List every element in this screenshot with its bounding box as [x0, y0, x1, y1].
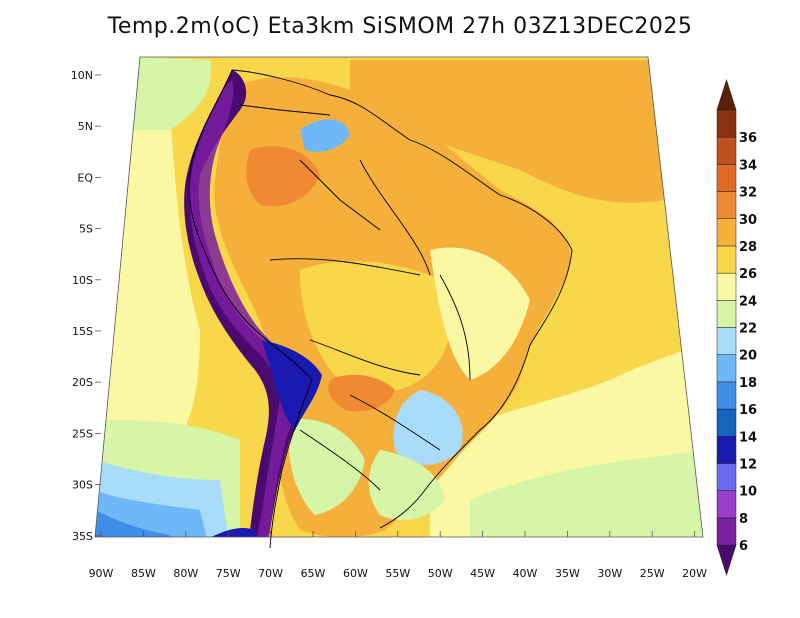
colorbar-label: 22: [739, 322, 757, 337]
colorbar-low-arrow: [716, 544, 737, 576]
colorbar-label: 28: [739, 240, 757, 255]
lat-tick-label: 25S: [72, 427, 93, 440]
colorbar-segment: [716, 408, 737, 437]
colorbar-label: 18: [739, 376, 757, 391]
lon-tick-label: 50W: [428, 567, 453, 580]
colorbar-segment: [716, 436, 737, 464]
colorbar-label: 8: [739, 512, 748, 527]
lon-tick-label: 80W: [173, 567, 198, 580]
lat-tick-label: 5N: [78, 120, 93, 133]
colorbar-segment: [716, 109, 737, 138]
lon-tick-label: 60W: [343, 567, 368, 580]
colorbar-segment: [716, 245, 737, 274]
colorbar-segment: [716, 272, 737, 301]
lat-tick-label: 10S: [72, 274, 93, 287]
colorbar-segment: [716, 517, 737, 546]
lon-tick-label: 65W: [301, 567, 326, 580]
colorbar-label: 36: [739, 131, 757, 146]
lon-tick-label: 45W: [470, 567, 495, 580]
lat-tick-label: 35S: [72, 530, 93, 543]
colorbar-segment: [716, 490, 737, 519]
colorbar-label: 32: [739, 186, 757, 201]
map-title: Temp.2m(oC) Eta3km SiSMOM 27h 03Z13DEC20…: [107, 14, 693, 39]
colorbar-high-arrow: [716, 79, 737, 111]
colorbar-segment: [716, 463, 737, 491]
lon-axis: 90W 85W 80W 75W 70W 65W 60W 55W 50W 45W 40W 35W 30W 2…: [89, 531, 707, 580]
lat-tick-label: EQ: [77, 171, 93, 184]
lon-tick-label: 90W: [89, 567, 114, 580]
lat-axis: 10N 5N EQ 5S 10S 15S 20S 25S 30S 35S: [71, 69, 101, 543]
lon-tick-label: 30W: [597, 567, 622, 580]
colorbar-segment: [716, 381, 737, 410]
lon-tick-label: 85W: [131, 567, 156, 580]
lat-tick-label: 10N: [71, 69, 93, 82]
colorbar-label: 24: [739, 294, 757, 309]
colorbar-label: 34: [739, 158, 757, 173]
colorbar: 6 8 10 12 14 16 18 20 22 24 26 28 30 32 34 36: [716, 79, 757, 576]
lon-tick-label: 55W: [385, 567, 410, 580]
lon-tick-label: 75W: [216, 567, 241, 580]
colorbar-label: 30: [739, 213, 757, 228]
colorbar-label: 6: [739, 539, 748, 554]
country-borders: [188, 69, 573, 549]
lat-tick-label: 5S: [79, 223, 93, 236]
lon-tick-label: 35W: [555, 567, 580, 580]
colorbar-label: 26: [739, 267, 757, 282]
map-domain-outline: [94, 56, 704, 538]
colorbar-segment: [716, 191, 737, 219]
colorbar-segment: [716, 218, 737, 247]
colorbar-segment: [716, 354, 737, 383]
colorbar-label: 10: [739, 485, 757, 500]
colorbar-label: 14: [739, 430, 757, 445]
colorbar-segment: [716, 136, 737, 165]
colorbar-segment: [716, 164, 737, 192]
lon-tick-label: 70W: [258, 567, 283, 580]
colorbar-segment: [716, 327, 737, 355]
lat-tick-label: 15S: [72, 325, 93, 338]
colorbar-label: 12: [739, 457, 757, 472]
lat-tick-label: 20S: [72, 376, 93, 389]
temperature-field: [95, 57, 703, 537]
lon-tick-label: 25W: [640, 567, 665, 580]
colorbar-label: 16: [739, 403, 757, 418]
lon-tick-label: 40W: [513, 567, 538, 580]
colorbar-label: 20: [739, 349, 757, 364]
lon-tick-label: 20W: [682, 567, 707, 580]
colorbar-segment: [716, 300, 737, 328]
lat-tick-label: 30S: [72, 479, 93, 492]
